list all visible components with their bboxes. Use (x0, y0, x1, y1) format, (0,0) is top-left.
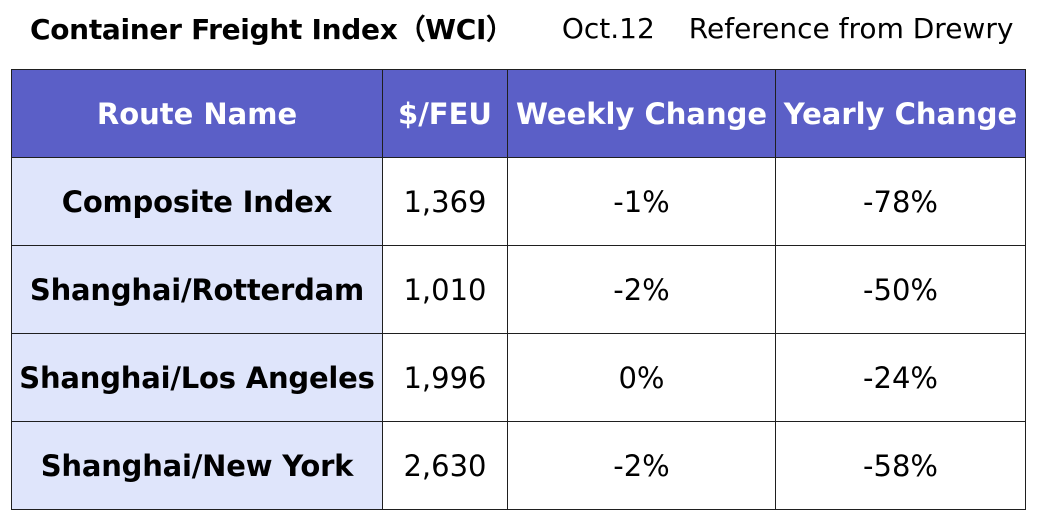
yearly-change-cell: -24% (775, 333, 1026, 422)
title-row: Container Freight Index（WCI） Oct.12 Refe… (30, 8, 1030, 48)
route-name-cell: Shanghai/New York (11, 421, 383, 510)
price-cell: 1,369 (382, 157, 508, 246)
price-cell: 2,630 (382, 421, 508, 510)
weekly-change-cell: -2% (507, 421, 776, 510)
table-row: Shanghai/Rotterdam 1,010 -2% -50% (11, 245, 1026, 334)
yearly-change-cell: -50% (775, 245, 1026, 334)
page-title: Container Freight Index（WCI） (30, 13, 514, 46)
column-header-weekly-change: Weekly Change (507, 69, 776, 158)
table-body: Composite Index 1,369 -1% -78% Shanghai/… (11, 157, 1026, 510)
table-row: Shanghai/New York 2,630 -2% -58% (11, 421, 1026, 510)
price-cell: 1,996 (382, 333, 508, 422)
freight-index-table: Route Name $/FEU Weekly Change Yearly Ch… (11, 69, 1026, 510)
table-header: Route Name $/FEU Weekly Change Yearly Ch… (11, 69, 1026, 158)
column-header-price: $/FEU (382, 69, 508, 158)
column-header-route-name: Route Name (11, 69, 383, 158)
route-name-cell: Shanghai/Los Angeles (11, 333, 383, 422)
weekly-change-cell: -1% (507, 157, 776, 246)
weekly-change-cell: 0% (507, 333, 776, 422)
header-row: Route Name $/FEU Weekly Change Yearly Ch… (11, 69, 1026, 158)
route-name-cell: Composite Index (11, 157, 383, 246)
route-name-cell: Shanghai/Rotterdam (11, 245, 383, 334)
table-row: Shanghai/Los Angeles 1,996 0% -24% (11, 333, 1026, 422)
yearly-change-cell: -58% (775, 421, 1026, 510)
date-label: Oct.12 (561, 11, 655, 45)
table-row: Composite Index 1,369 -1% -78% (11, 157, 1026, 246)
yearly-change-cell: -78% (775, 157, 1026, 246)
column-header-yearly-change: Yearly Change (775, 69, 1026, 158)
reference-label: Reference from Drewry (688, 11, 1014, 45)
price-cell: 1,010 (382, 245, 508, 334)
weekly-change-cell: -2% (507, 245, 776, 334)
